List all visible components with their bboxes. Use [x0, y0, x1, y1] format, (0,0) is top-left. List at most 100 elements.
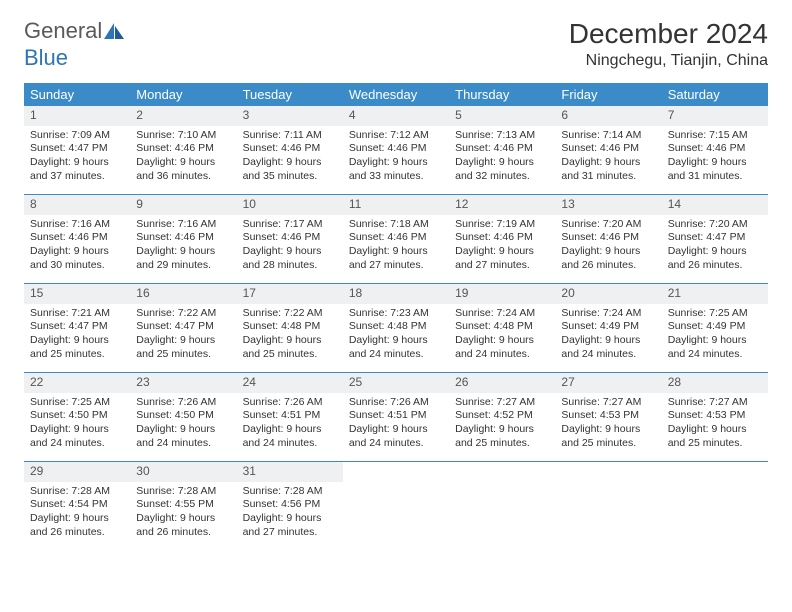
day-body: Sunrise: 7:25 AMSunset: 4:49 PMDaylight:…: [662, 304, 768, 368]
day-body: Sunrise: 7:20 AMSunset: 4:47 PMDaylight:…: [662, 215, 768, 279]
day-body: Sunrise: 7:27 AMSunset: 4:53 PMDaylight:…: [662, 393, 768, 457]
day-number: 9: [130, 195, 236, 215]
empty-cell: [343, 462, 449, 550]
day-line-d2: and 25 minutes.: [455, 437, 549, 451]
day-cell: 25Sunrise: 7:26 AMSunset: 4:51 PMDayligh…: [343, 373, 449, 461]
logo-sail-icon: [104, 19, 124, 45]
day-line-d1: Daylight: 9 hours: [455, 334, 549, 348]
day-cell: 6Sunrise: 7:14 AMSunset: 4:46 PMDaylight…: [555, 106, 661, 194]
day-number: 3: [237, 106, 343, 126]
day-cell: 8Sunrise: 7:16 AMSunset: 4:46 PMDaylight…: [24, 195, 130, 283]
empty-cell: [662, 462, 768, 550]
page-subtitle: Ningchegu, Tianjin, China: [569, 52, 768, 70]
day-line-d1: Daylight: 9 hours: [136, 245, 230, 259]
day-body: Sunrise: 7:28 AMSunset: 4:56 PMDaylight:…: [237, 482, 343, 546]
header: General Blue December 2024 Ningchegu, Ti…: [24, 18, 768, 71]
calendar: Sunday Monday Tuesday Wednesday Thursday…: [24, 83, 768, 550]
day-number: 12: [449, 195, 555, 215]
day-number: 4: [343, 106, 449, 126]
dayhead-thu: Thursday: [449, 83, 555, 106]
day-line-ss: Sunset: 4:47 PM: [136, 320, 230, 334]
dayhead-mon: Monday: [130, 83, 236, 106]
day-line-ss: Sunset: 4:46 PM: [30, 231, 124, 245]
day-line-ss: Sunset: 4:50 PM: [30, 409, 124, 423]
week-row: 29Sunrise: 7:28 AMSunset: 4:54 PMDayligh…: [24, 461, 768, 550]
day-line-d2: and 28 minutes.: [243, 259, 337, 273]
day-line-sr: Sunrise: 7:21 AM: [30, 307, 124, 321]
day-line-sr: Sunrise: 7:09 AM: [30, 129, 124, 143]
day-line-d1: Daylight: 9 hours: [455, 423, 549, 437]
day-line-sr: Sunrise: 7:20 AM: [561, 218, 655, 232]
day-number: 21: [662, 284, 768, 304]
day-line-d1: Daylight: 9 hours: [349, 334, 443, 348]
day-body: Sunrise: 7:23 AMSunset: 4:48 PMDaylight:…: [343, 304, 449, 368]
day-line-d2: and 24 minutes.: [136, 437, 230, 451]
day-number: 27: [555, 373, 661, 393]
day-number: 23: [130, 373, 236, 393]
day-line-d1: Daylight: 9 hours: [30, 423, 124, 437]
day-line-ss: Sunset: 4:55 PM: [136, 498, 230, 512]
day-line-d1: Daylight: 9 hours: [668, 245, 762, 259]
day-line-d2: and 25 minutes.: [668, 437, 762, 451]
day-body: Sunrise: 7:11 AMSunset: 4:46 PMDaylight:…: [237, 126, 343, 190]
day-line-d2: and 25 minutes.: [30, 348, 124, 362]
day-line-ss: Sunset: 4:50 PM: [136, 409, 230, 423]
day-line-ss: Sunset: 4:48 PM: [243, 320, 337, 334]
title-block: December 2024 Ningchegu, Tianjin, China: [569, 18, 768, 70]
day-line-d2: and 31 minutes.: [668, 170, 762, 184]
day-line-sr: Sunrise: 7:27 AM: [455, 396, 549, 410]
day-line-ss: Sunset: 4:53 PM: [668, 409, 762, 423]
day-line-d1: Daylight: 9 hours: [136, 334, 230, 348]
day-line-d1: Daylight: 9 hours: [349, 156, 443, 170]
logo-word1: General: [24, 18, 102, 43]
day-line-d2: and 25 minutes.: [243, 348, 337, 362]
day-body: Sunrise: 7:09 AMSunset: 4:47 PMDaylight:…: [24, 126, 130, 190]
day-cell: 13Sunrise: 7:20 AMSunset: 4:46 PMDayligh…: [555, 195, 661, 283]
day-line-sr: Sunrise: 7:16 AM: [30, 218, 124, 232]
day-body: Sunrise: 7:27 AMSunset: 4:52 PMDaylight:…: [449, 393, 555, 457]
dayhead-tue: Tuesday: [237, 83, 343, 106]
day-line-ss: Sunset: 4:53 PM: [561, 409, 655, 423]
day-body: Sunrise: 7:15 AMSunset: 4:46 PMDaylight:…: [662, 126, 768, 190]
day-number: 31: [237, 462, 343, 482]
day-line-ss: Sunset: 4:49 PM: [668, 320, 762, 334]
logo-text: General Blue: [24, 18, 124, 71]
day-line-sr: Sunrise: 7:12 AM: [349, 129, 443, 143]
day-cell: 22 Sunrise: 7:25 AMSunset: 4:50 PMDayligh…: [24, 373, 130, 461]
day-cell: 21Sunrise: 7:25 AMSunset: 4:49 PMDayligh…: [662, 284, 768, 372]
day-body: Sunrise: 7:26 AMSunset: 4:51 PMDaylight:…: [237, 393, 343, 457]
day-line-sr: Sunrise: 7:28 AM: [136, 485, 230, 499]
day-line-d2: and 36 minutes.: [136, 170, 230, 184]
day-line-ss: Sunset: 4:46 PM: [561, 142, 655, 156]
day-line-d1: Daylight: 9 hours: [243, 156, 337, 170]
day-line-d2: and 29 minutes.: [136, 259, 230, 273]
day-line-sr: Sunrise: 7:10 AM: [136, 129, 230, 143]
day-line-sr: Sunrise: 7:25 AM: [668, 307, 762, 321]
day-line-ss: Sunset: 4:46 PM: [561, 231, 655, 245]
day-number: 17: [237, 284, 343, 304]
day-line-sr: Sunrise: 7:27 AM: [668, 396, 762, 410]
day-line-ss: Sunset: 4:46 PM: [668, 142, 762, 156]
day-cell: 9Sunrise: 7:16 AMSunset: 4:46 PMDaylight…: [130, 195, 236, 283]
day-cell: 23Sunrise: 7:26 AMSunset: 4:50 PMDayligh…: [130, 373, 236, 461]
day-number: 22: [24, 373, 130, 393]
day-number: 18: [343, 284, 449, 304]
day-body: Sunrise: 7:10 AMSunset: 4:46 PMDaylight:…: [130, 126, 236, 190]
day-line-sr: Sunrise: 7:14 AM: [561, 129, 655, 143]
day-body: Sunrise: 7:16 AMSunset: 4:46 PMDaylight:…: [130, 215, 236, 279]
day-line-sr: Sunrise: 7:25 AM: [30, 396, 124, 410]
day-body: Sunrise: 7:28 AMSunset: 4:55 PMDaylight:…: [130, 482, 236, 546]
day-cell: 28Sunrise: 7:27 AMSunset: 4:53 PMDayligh…: [662, 373, 768, 461]
day-line-d1: Daylight: 9 hours: [30, 245, 124, 259]
day-number: 20: [555, 284, 661, 304]
day-body: Sunrise: 7:16 AMSunset: 4:46 PMDaylight:…: [24, 215, 130, 279]
day-number: 28: [662, 373, 768, 393]
day-body: Sunrise: 7:22 AMSunset: 4:47 PMDaylight:…: [130, 304, 236, 368]
day-line-d1: Daylight: 9 hours: [30, 512, 124, 526]
day-line-ss: Sunset: 4:46 PM: [136, 231, 230, 245]
day-cell: 2Sunrise: 7:10 AMSunset: 4:46 PMDaylight…: [130, 106, 236, 194]
day-cell: 24Sunrise: 7:26 AMSunset: 4:51 PMDayligh…: [237, 373, 343, 461]
day-cell: 30Sunrise: 7:28 AMSunset: 4:55 PMDayligh…: [130, 462, 236, 550]
day-number: 5: [449, 106, 555, 126]
day-line-d2: and 26 minutes.: [668, 259, 762, 273]
